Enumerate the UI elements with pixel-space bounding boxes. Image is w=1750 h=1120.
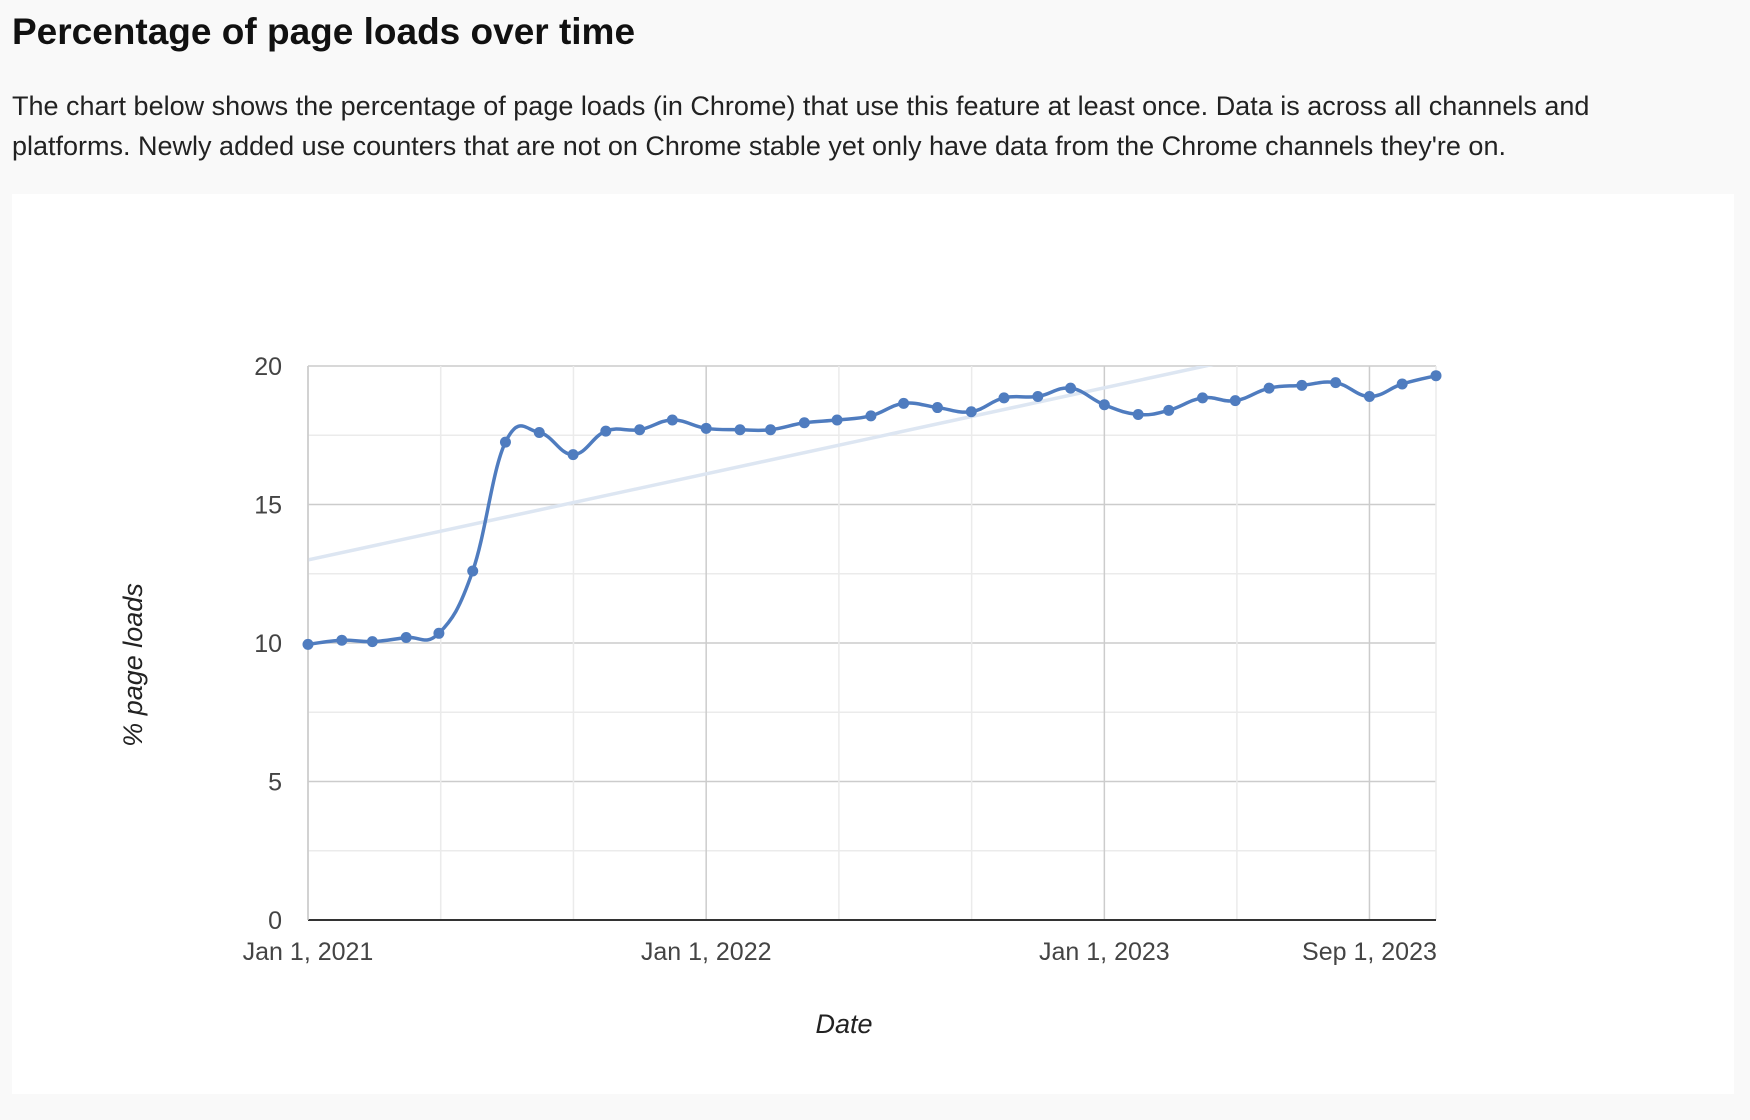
data-point-2023-10-01	[1396, 378, 1408, 390]
data-point-2023-04-01	[1197, 392, 1209, 404]
y-tick-label-0: 0	[268, 907, 282, 935]
data-point-2023-01-01	[1098, 399, 1110, 411]
data-point-2021-11-01	[634, 424, 646, 436]
data-point-2021-07-01	[499, 436, 511, 448]
data-point-2023-08-01	[1330, 377, 1342, 389]
x-tick-label: Sep 1, 2023	[1302, 938, 1437, 966]
x-tick-label: Jan 1, 2023	[1039, 938, 1170, 966]
data-point-2021-12-01	[666, 414, 678, 426]
y-tick-label-10: 10	[254, 630, 282, 658]
data-point-2022-11-01	[1032, 390, 1044, 402]
data-point-2023-06-01	[1263, 382, 1275, 394]
data-point-2021-09-01	[567, 449, 579, 461]
data-point-2022-12-01	[1065, 382, 1077, 394]
tick-labels: 0 5 10 15 20 Jan 1, 2021 Jan 1, 2022 Jan 1, 202…	[243, 353, 1437, 966]
x-tick-label: Jan 1, 2022	[641, 938, 772, 966]
data-point-2023-11-01	[1430, 370, 1442, 382]
series-line	[307, 373, 1437, 647]
data-point-2021-02-01	[336, 634, 348, 646]
data-point-2022-03-01	[765, 424, 777, 436]
page-description: The chart below shows the percentage of …	[12, 91, 1590, 161]
data-point-2021-04-01	[400, 631, 412, 643]
data-point-2021-03-01	[366, 636, 378, 648]
gridlines	[307, 365, 1437, 920]
data-point-2023-05-01	[1229, 395, 1241, 407]
data-point-2022-02-01	[734, 424, 746, 436]
data-point-2022-08-01	[931, 402, 943, 414]
y-axis-title: % page loads	[118, 583, 148, 747]
y-tick-label-15: 15	[254, 492, 282, 520]
data-point-2022-04-01	[798, 417, 810, 429]
data-point-2023-03-01	[1163, 404, 1175, 416]
y-tick-label-20: 20	[254, 353, 282, 381]
data-point-2021-05-01	[433, 627, 445, 639]
data-point-2021-08-01	[533, 426, 545, 438]
x-tick-label: Jan 1, 2021	[243, 938, 374, 966]
trendline-layer	[308, 366, 1214, 562]
data-point-2022-01-01	[700, 422, 712, 434]
trendline	[308, 366, 1214, 562]
data-point-2022-05-01	[831, 414, 843, 426]
data-point-2021-01-01	[302, 638, 314, 650]
series-layer	[302, 370, 1442, 650]
data-point-2021-06-01	[467, 565, 479, 577]
data-point-2023-02-01	[1132, 408, 1144, 420]
line-chart: 0 5 10 15 20 Jan 1, 2021 Jan 1, 2022 Jan 1, 202…	[118, 353, 1442, 1039]
data-point-2021-10-01	[600, 425, 612, 437]
chart-card: 0 5 10 15 20 Jan 1, 2021 Jan 1, 2022 Jan 1, 202…	[12, 194, 1734, 1094]
data-point-2023-07-01	[1296, 379, 1308, 391]
data-point-2022-07-01	[898, 397, 910, 409]
x-axis-title: Date	[815, 1009, 872, 1039]
y-tick-label-5: 5	[268, 769, 282, 797]
data-point-2022-10-01	[998, 392, 1010, 404]
data-point-2023-09-01	[1363, 390, 1375, 402]
page-title: Percentage of page loads over time	[12, 11, 636, 52]
data-point-2022-09-01	[965, 406, 977, 418]
data-point-2022-06-01	[865, 410, 877, 422]
